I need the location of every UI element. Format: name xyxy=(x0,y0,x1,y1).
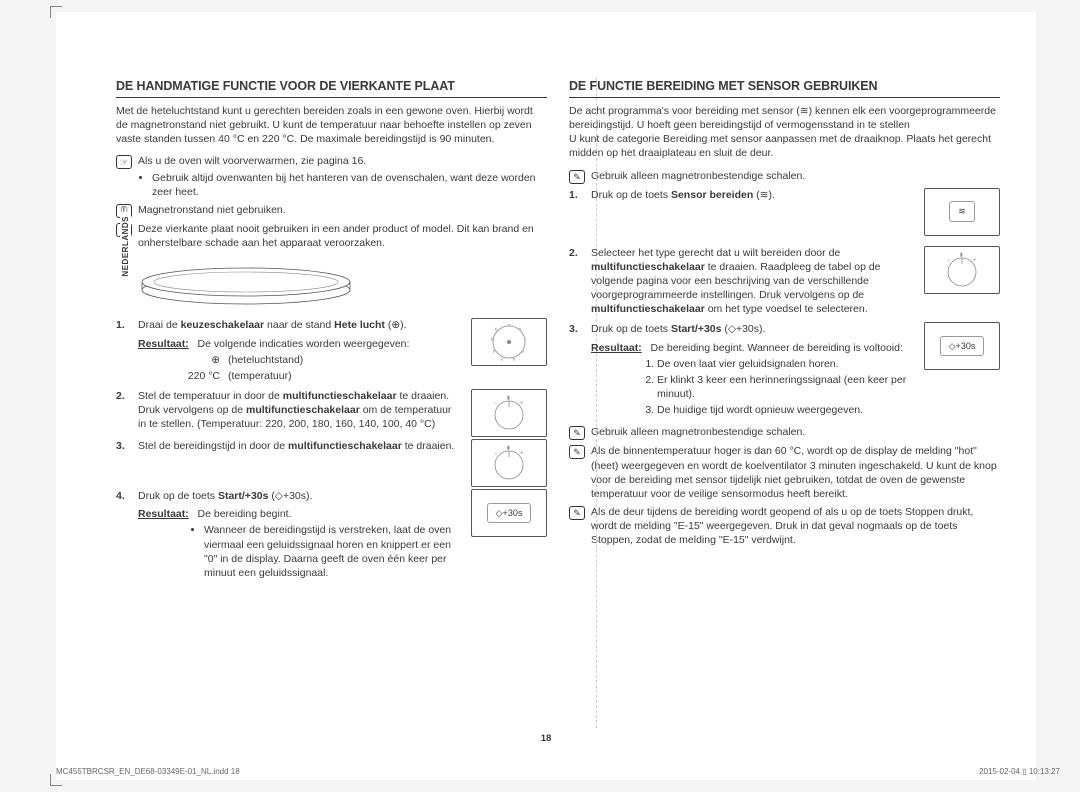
note-bullet: Gebruik altijd ovenwanten bij het hanter… xyxy=(152,171,547,199)
step-4: 4. Druk op de toets Start/+30s (◇+30s). … xyxy=(116,489,547,580)
note-text: Deze vierkante plaat nooit gebruiken in … xyxy=(138,222,547,250)
dial-illustration: ▮ − + xyxy=(924,246,1000,294)
right-intro: De acht programma's voor bereiding met s… xyxy=(569,104,1000,161)
start-button-illustration: ◇+30s xyxy=(924,322,1000,370)
kv-val: (temperatuur) xyxy=(228,369,292,383)
svg-text:+: + xyxy=(520,401,524,407)
right-column: DE FUNCTIE BEREIDING MET SENSOR GEBRUIKE… xyxy=(569,78,1000,586)
step-text: Druk op de toets Sensor bereiden (≋). xyxy=(591,189,775,201)
pencil-icon xyxy=(569,506,585,520)
square-tray-illustration xyxy=(136,260,356,306)
svg-text:+: + xyxy=(973,258,977,264)
step-number: 1. xyxy=(569,188,585,240)
pencil-icon xyxy=(569,445,585,459)
pencil-icon xyxy=(569,170,585,184)
step-number: 4. xyxy=(116,489,132,580)
left-title: DE HANDMATIGE FUNCTIE VOOR DE VIERKANTE … xyxy=(116,78,547,98)
result-text: De volgende indicaties worden weergegeve… xyxy=(198,338,410,350)
note-text: Als de binnentemperatuur hoger is dan 60… xyxy=(591,444,1000,501)
note-hot: Als de binnentemperatuur hoger is dan 60… xyxy=(569,444,1000,501)
svg-text:−: − xyxy=(494,451,498,457)
step-number: 1. xyxy=(116,318,132,383)
note-text: Gebruik alleen magnetronbestendige schal… xyxy=(591,425,1000,439)
svg-text:▮: ▮ xyxy=(507,445,510,451)
right-title: DE FUNCTIE BEREIDING MET SENSOR GEBRUIKE… xyxy=(569,78,1000,98)
step-number: 3. xyxy=(569,322,585,419)
step-2: 2. Selecteer het type gerecht dat u wilt… xyxy=(569,246,1000,317)
svg-text:▮: ▮ xyxy=(507,395,510,401)
mode-dial-illustration: ⊕▯▯ ▯▯▯ ▯▯▯ xyxy=(471,318,547,366)
note-text: Magnetronstand niet gebruiken. xyxy=(138,203,547,217)
result-item: De oven laat vier geluidsignalen horen. xyxy=(657,357,914,371)
kv-key: 220 °C xyxy=(176,369,220,383)
page: NEDERLANDS DE HANDMATIGE FUNCTIE VOOR DE… xyxy=(56,12,1036,780)
result-item: Er klinkt 3 keer een herinneringssignaal… xyxy=(657,373,914,401)
note-dishes: Gebruik alleen magnetronbestendige schal… xyxy=(569,169,1000,184)
start-button-illustration: ◇+30s xyxy=(471,489,547,537)
dial-illustration: ▮ − + xyxy=(471,439,547,487)
start-30s-icon: ◇+30s xyxy=(487,503,532,523)
step-3: 3. Druk op de toets Start/+30s (◇+30s). … xyxy=(569,322,1000,419)
language-tab: NEDERLANDS xyxy=(120,212,131,281)
result-label: Resultaat: xyxy=(591,342,642,354)
note-text: Gebruik alleen magnetronbestendige schal… xyxy=(591,169,1000,183)
step-3: 3. Stel de bereidingstijd in door de mul… xyxy=(116,439,547,483)
result-bullet: Wanneer de bereidingstijd is verstreken,… xyxy=(204,523,461,580)
kv-key: ⊕ xyxy=(176,353,220,367)
step-text: Stel de temperatuur in door de multifunc… xyxy=(138,390,451,430)
svg-text:▮: ▮ xyxy=(960,252,963,258)
step-1: 1. Druk op de toets Sensor bereiden (≋).… xyxy=(569,188,1000,240)
result-text: De bereiding begint. xyxy=(198,508,292,520)
step-text: Druk op de toets Start/+30s (◇+30s). xyxy=(138,490,312,502)
step-text: Draai de keuzeschakelaar naar de stand H… xyxy=(138,319,407,331)
sensor-icon: ≋ xyxy=(949,201,975,221)
svg-text:+: + xyxy=(520,451,524,457)
svg-text:▯: ▯ xyxy=(501,357,503,361)
step-number: 2. xyxy=(569,246,585,317)
footer: MC455TBRCSR_EN_DE68-03349E-01_NL.indd 18… xyxy=(56,767,1060,776)
step-1: 1. Draai de keuzeschakelaar naar de stan… xyxy=(116,318,547,383)
svg-text:−: − xyxy=(494,401,498,407)
result-label: Resultaat: xyxy=(138,508,189,520)
pencil-icon xyxy=(569,426,585,440)
result-text: De bereiding begint. Wanneer de bereidin… xyxy=(651,342,903,354)
start-30s-icon: ◇+30s xyxy=(940,336,985,356)
left-intro: Met de heteluchtstand kunt u gerechten b… xyxy=(116,104,547,147)
sensor-button-illustration: ≋ xyxy=(924,188,1000,236)
note-nomicro: Magnetronstand niet gebruiken. xyxy=(116,203,547,218)
svg-text:▯: ▯ xyxy=(524,337,526,341)
dial-illustration: ▮ − + xyxy=(471,389,547,437)
step-number: 3. xyxy=(116,439,132,483)
note-dishes-2: Gebruik alleen magnetronbestendige schal… xyxy=(569,425,1000,440)
svg-text:▯: ▯ xyxy=(513,357,515,361)
svg-text:▯: ▯ xyxy=(495,327,497,331)
left-column: DE HANDMATIGE FUNCTIE VOOR DE VIERKANTE … xyxy=(116,78,547,586)
result-label: Resultaat: xyxy=(138,338,189,350)
footer-filename: MC455TBRCSR_EN_DE68-03349E-01_NL.indd 18 xyxy=(56,767,240,776)
note-text: Als de deur tijdens de bereiding wordt g… xyxy=(591,505,1000,548)
note-e15: Als de deur tijdens de bereiding wordt g… xyxy=(569,505,1000,548)
result-item: De huidige tijd wordt opnieuw weergegeve… xyxy=(657,403,914,417)
step-text: Druk op de toets Start/+30s (◇+30s). xyxy=(591,323,765,335)
note-preheat: Als u de oven wilt voorverwarmen, zie pa… xyxy=(116,154,547,199)
step-2: 2. Stel de temperatuur in door de multif… xyxy=(116,389,547,433)
page-number: 18 xyxy=(56,733,1036,744)
svg-text:−: − xyxy=(947,258,951,264)
step-text: Stel de bereidingstijd in door de multif… xyxy=(138,440,454,452)
step-text: Selecteer het type gerecht dat u wilt be… xyxy=(591,247,881,316)
svg-text:▯: ▯ xyxy=(519,327,521,331)
note-warning: Deze vierkante plaat nooit gebruiken in … xyxy=(116,222,547,250)
arrow-icon xyxy=(116,155,132,169)
footer-timestamp: 2015-02-04 ▯ 10:13:27 xyxy=(979,767,1060,776)
note-text: Als u de oven wilt voorverwarmen, zie pa… xyxy=(138,155,366,167)
svg-text:▯: ▯ xyxy=(522,349,524,353)
step-number: 2. xyxy=(116,389,132,433)
kv-val: (heteluchtstand) xyxy=(228,353,303,367)
content: DE HANDMATIGE FUNCTIE VOOR DE VIERKANTE … xyxy=(56,12,1036,596)
